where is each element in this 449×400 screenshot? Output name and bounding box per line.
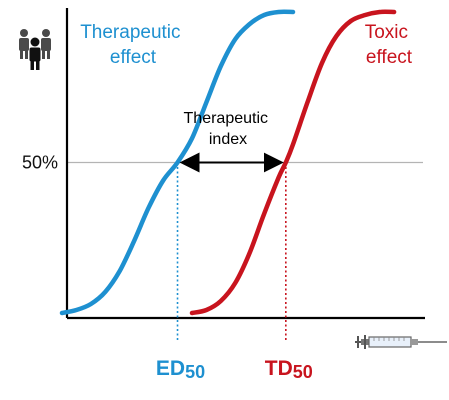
- therapeutic-effect-label: Therapeutic effect: [80, 22, 186, 68]
- therapeutic-index-label: Therapeutic index: [184, 110, 273, 148]
- syringe-icon: [355, 335, 447, 349]
- people-icon: [19, 29, 51, 70]
- y-tick-label-50: 50%: [22, 153, 58, 173]
- ed50-label: ED50: [156, 357, 205, 382]
- toxic-effect-label: Toxic effect: [365, 22, 414, 68]
- toxic-effect-curve: [189, 9, 397, 316]
- td50-label: TD50: [265, 357, 313, 382]
